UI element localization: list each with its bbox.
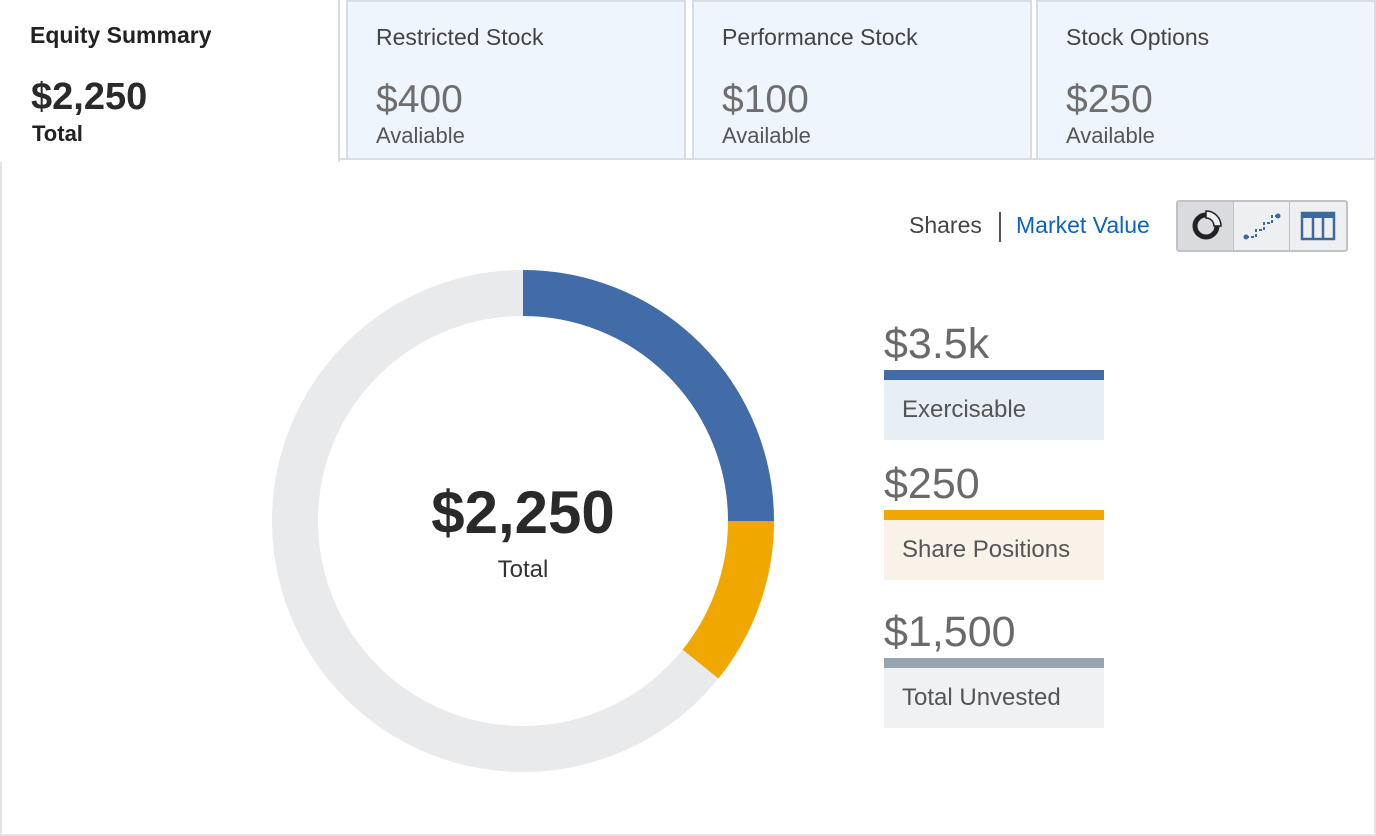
tab-title: Equity Summary <box>30 22 212 48</box>
tab-subtitle: Available <box>722 123 811 148</box>
legend-color-bar <box>884 658 1104 668</box>
donut-segment-share-positions[interactable] <box>682 520 774 679</box>
tab-value: $250 <box>1066 78 1153 121</box>
legend-label: Total Unvested <box>884 668 1104 728</box>
tab-bar: Equity Summary $2,250 Total Restricted S… <box>0 0 1376 162</box>
table-columns-icon <box>1300 211 1336 241</box>
tab-value: $400 <box>376 78 463 121</box>
tab-divider <box>338 158 1376 160</box>
tab-equity-summary[interactable]: Equity Summary $2,250 Total <box>0 0 340 162</box>
tab-value: $100 <box>722 78 809 121</box>
donut-center-value: $2,250 <box>431 479 615 546</box>
step-line-chart-icon <box>1243 213 1280 240</box>
tab-subtitle: Avaliable <box>376 123 465 148</box>
tab-restricted-stock[interactable]: Restricted Stock $400 Avaliable <box>346 0 686 160</box>
tab-title: Performance Stock <box>722 24 918 50</box>
legend-value: $250 <box>884 460 980 508</box>
donut-chart <box>272 270 774 772</box>
tab-subtitle: Available <box>1066 123 1155 148</box>
legend-color-bar <box>884 370 1104 380</box>
donut-center-label: Total <box>497 556 549 583</box>
tab-value: $2,250 <box>31 76 148 118</box>
table-view-button[interactable] <box>1290 202 1346 250</box>
legend-item-total-unvested[interactable]: $1,500 Total Unvested <box>884 606 1104 728</box>
legend-label: Share Positions <box>884 520 1104 580</box>
view-switcher <box>1176 200 1348 252</box>
donut-chart-icon <box>1192 210 1222 240</box>
legend-value: $3.5k <box>884 320 990 368</box>
step-chart-view-button[interactable] <box>1234 202 1290 250</box>
donut-segment-exercisable[interactable] <box>522 270 774 522</box>
legend-label: Exercisable <box>884 380 1104 440</box>
legend-value: $1,500 <box>884 608 1016 656</box>
tab-title: Restricted Stock <box>376 24 544 50</box>
toggle-separator <box>999 212 1001 242</box>
shares-toggle[interactable]: Shares <box>909 212 982 238</box>
legend-item-exercisable[interactable]: $3.5k Exercisable <box>884 318 1104 440</box>
legend-color-bar <box>884 510 1104 520</box>
donut-view-button[interactable] <box>1178 202 1234 250</box>
tab-stock-options[interactable]: Stock Options $250 Available <box>1036 0 1376 160</box>
tab-performance-stock[interactable]: Performance Stock $100 Available <box>692 0 1032 160</box>
tab-subtitle: Total <box>32 121 83 146</box>
legend-item-share-positions[interactable]: $250 Share Positions <box>884 458 1104 580</box>
tab-title: Stock Options <box>1066 24 1210 50</box>
market-value-toggle[interactable]: Market Value <box>1016 212 1150 238</box>
